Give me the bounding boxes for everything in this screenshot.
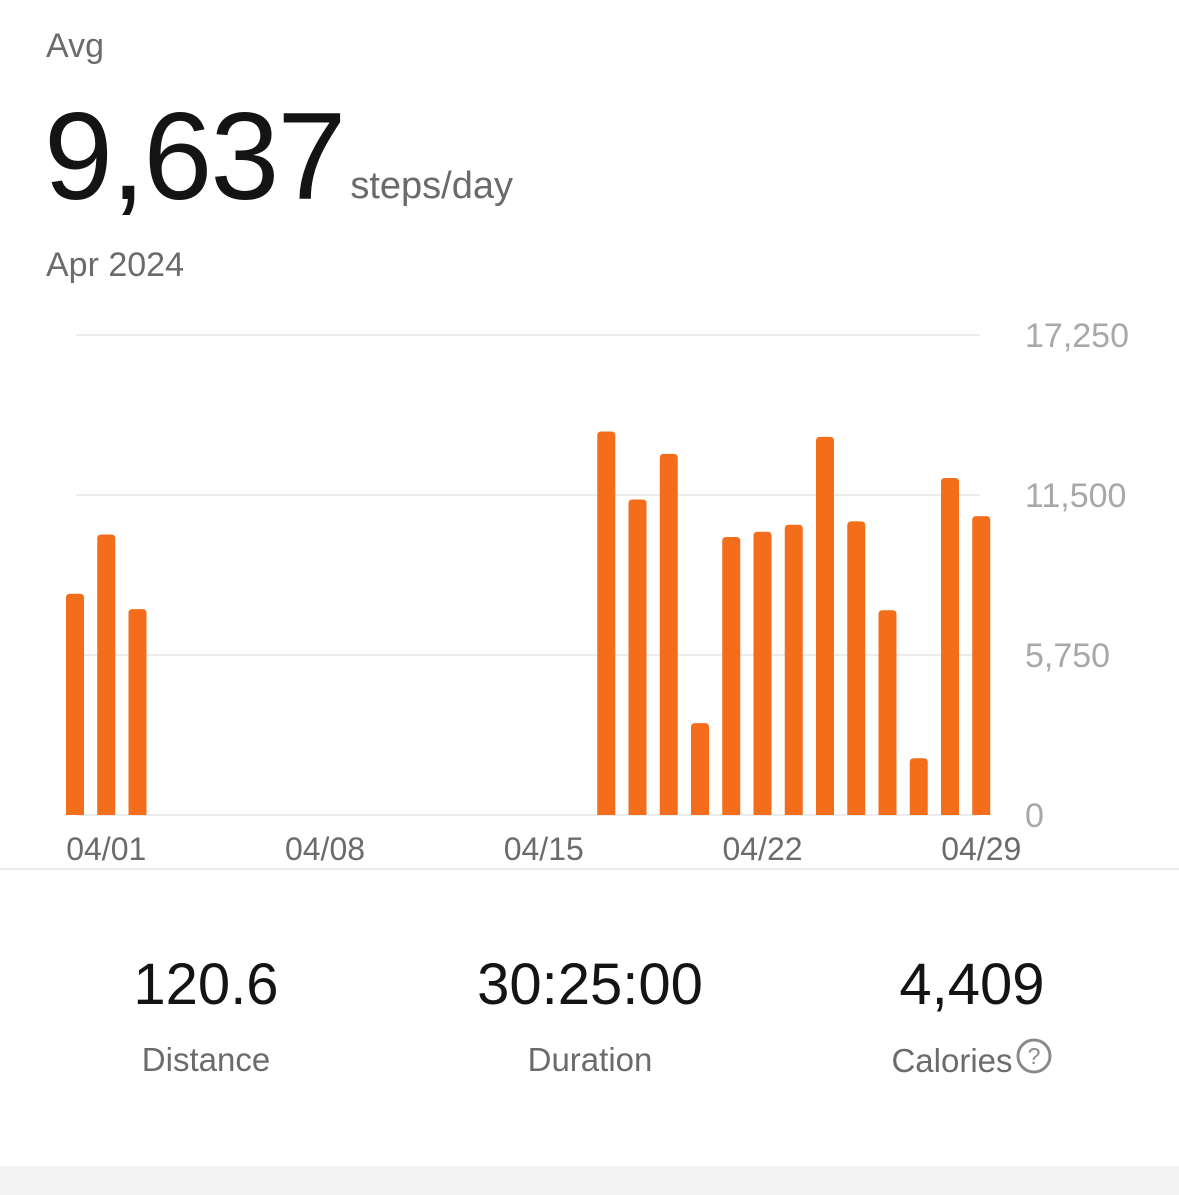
y-tick-label: 17,250	[1025, 317, 1129, 355]
bar-04-18[interactable]	[628, 499, 647, 815]
calories-label: Calories	[891, 1042, 1013, 1080]
stat-duration[interactable]: 30:25:00 Duration	[420, 950, 760, 1080]
bar-04-01[interactable]	[97, 534, 116, 815]
duration-label: Duration	[527, 1041, 653, 1078]
bar-04-19[interactable]	[659, 453, 678, 815]
bar-03-31[interactable]	[66, 593, 84, 815]
avg-value: 9,637	[44, 88, 346, 226]
bar-04-02[interactable]	[128, 609, 147, 815]
avg-unit: steps/day	[350, 165, 513, 207]
y-tick-label: 0	[1025, 797, 1044, 835]
duration-value: 30:25:00	[477, 952, 703, 1017]
y-tick-label: 11,500	[1025, 477, 1126, 515]
x-tick-label: 04/22	[722, 831, 802, 867]
chart-x-ticks: 04/01 04/08 04/15 04/22 04/29	[66, 831, 1021, 867]
calories-value: 4,409	[899, 952, 1045, 1017]
bar-04-23[interactable]	[784, 524, 803, 815]
bar-04-25[interactable]	[847, 521, 866, 815]
stat-calories[interactable]: 4,409 Calories?	[802, 950, 1142, 1087]
x-tick-label: 04/29	[941, 831, 1021, 867]
x-tick-label: 04/15	[504, 831, 584, 867]
bar-04-29[interactable]	[972, 516, 991, 815]
bar-04-24[interactable]	[816, 436, 834, 815]
bottom-section-separator	[0, 1166, 1179, 1195]
bar-04-20[interactable]	[691, 723, 709, 815]
calories-label-row: Calories?	[802, 1037, 1142, 1087]
avg-label: Avg	[46, 27, 104, 65]
chart-gridlines	[76, 334, 980, 816]
x-tick-label: 04/08	[285, 831, 365, 867]
y-tick-label: 5,750	[1025, 637, 1110, 675]
bar-04-26[interactable]	[878, 610, 897, 815]
distance-value: 120.6	[133, 952, 279, 1017]
svg-text:?: ?	[1027, 1043, 1040, 1069]
avg-summary: 9,637 steps/day	[44, 92, 513, 222]
period-label: Apr 2024	[46, 246, 184, 284]
section-divider	[0, 868, 1179, 870]
bar-04-27[interactable]	[909, 758, 928, 815]
distance-label: Distance	[141, 1041, 271, 1078]
bar-04-28[interactable]	[941, 478, 959, 815]
bar-04-22[interactable]	[753, 531, 772, 815]
chart-y-ticks: 0 5,750 11,500 17,250	[1025, 317, 1129, 835]
stat-distance[interactable]: 120.6 Distance	[36, 950, 376, 1080]
chart-bars[interactable]	[66, 431, 991, 815]
bar-04-17[interactable]	[597, 431, 616, 815]
x-tick-label: 04/01	[66, 831, 146, 867]
question-circle-icon[interactable]: ?	[1015, 1037, 1053, 1084]
bar-04-21[interactable]	[722, 537, 741, 815]
